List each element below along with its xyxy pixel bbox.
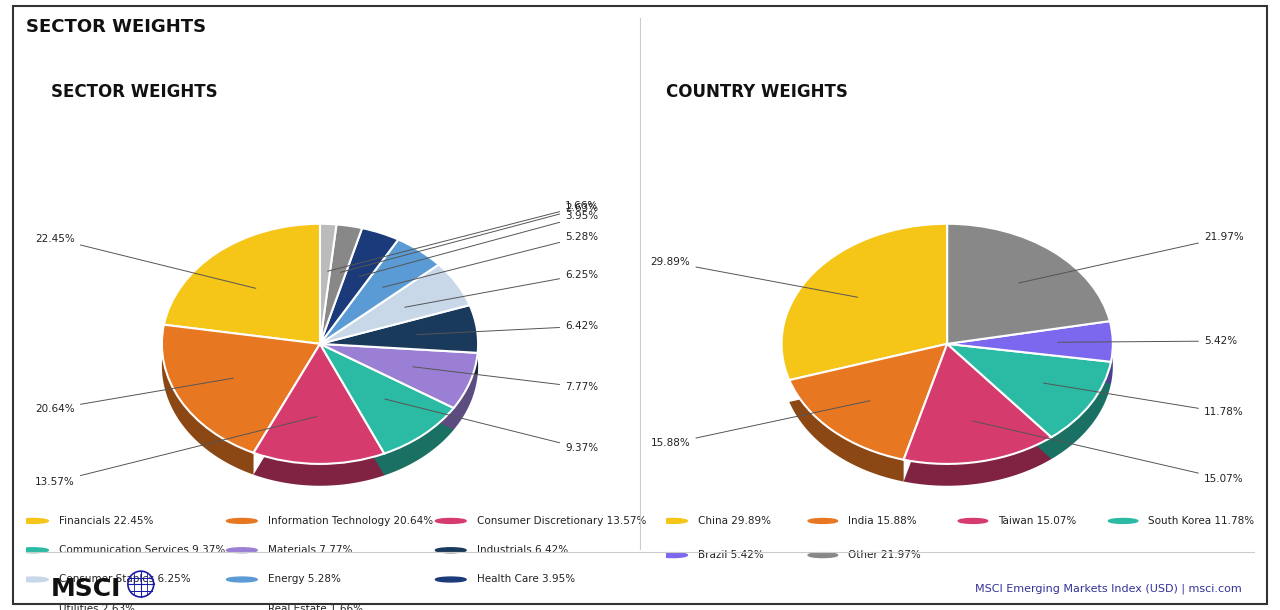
Circle shape [959,518,988,523]
Text: 11.78%: 11.78% [1043,383,1244,417]
Text: 9.37%: 9.37% [385,399,598,453]
Text: China 29.89%: China 29.89% [698,516,771,526]
Text: 22.45%: 22.45% [35,234,256,289]
Text: 5.42%: 5.42% [1057,336,1236,346]
Wedge shape [320,228,398,344]
Polygon shape [904,344,1051,486]
Polygon shape [320,305,479,375]
Text: 1.66%: 1.66% [328,201,598,271]
Polygon shape [161,325,320,475]
Circle shape [18,548,49,553]
Text: 29.89%: 29.89% [650,257,858,297]
Polygon shape [253,344,384,486]
Circle shape [658,553,687,558]
Text: 15.88%: 15.88% [650,401,870,448]
Circle shape [1108,518,1138,523]
Circle shape [18,518,49,523]
Text: Information Technology 20.64%: Information Technology 20.64% [269,516,434,526]
Text: SECTOR WEIGHTS: SECTOR WEIGHTS [26,18,206,36]
Wedge shape [320,265,470,344]
Text: Financials 22.45%: Financials 22.45% [59,516,154,526]
Text: Consumer Discretionary 13.57%: Consumer Discretionary 13.57% [477,516,646,526]
Text: Health Care 3.95%: Health Care 3.95% [477,575,575,584]
Text: Industrials 6.42%: Industrials 6.42% [477,545,568,555]
Text: MSCI: MSCI [51,576,122,601]
Text: SECTOR WEIGHTS: SECTOR WEIGHTS [51,83,218,101]
Wedge shape [947,321,1112,362]
Circle shape [435,548,466,553]
Text: Brazil 5.42%: Brazil 5.42% [698,550,764,560]
Circle shape [227,606,257,610]
Text: India 15.88%: India 15.88% [849,516,916,526]
Polygon shape [320,344,453,475]
Polygon shape [790,344,947,481]
Wedge shape [904,344,1051,464]
Text: 5.28%: 5.28% [383,232,598,287]
Text: Other 21.97%: Other 21.97% [849,550,920,560]
Wedge shape [320,224,337,344]
Wedge shape [320,344,477,408]
Text: Real Estate 1.66%: Real Estate 1.66% [269,604,364,610]
Text: 6.25%: 6.25% [404,270,598,307]
Text: 3.95%: 3.95% [360,211,598,276]
Text: Communication Services 9.37%: Communication Services 9.37% [59,545,225,555]
Text: 13.57%: 13.57% [35,417,316,487]
Wedge shape [253,344,384,464]
Text: Taiwan 15.07%: Taiwan 15.07% [998,516,1076,526]
Polygon shape [947,321,1112,384]
Wedge shape [320,240,439,344]
Circle shape [18,577,49,582]
Text: 6.42%: 6.42% [417,321,598,335]
Circle shape [227,518,257,523]
Circle shape [18,606,49,610]
Wedge shape [320,305,479,353]
Text: 7.77%: 7.77% [413,367,598,392]
Polygon shape [320,344,477,430]
Text: 15.07%: 15.07% [972,421,1244,484]
Circle shape [658,518,687,523]
Text: 21.97%: 21.97% [1019,232,1244,283]
Circle shape [808,553,837,558]
Wedge shape [782,224,947,380]
Wedge shape [790,344,947,460]
Wedge shape [320,224,362,344]
Circle shape [227,577,257,582]
Text: Energy 5.28%: Energy 5.28% [269,575,342,584]
Circle shape [808,518,837,523]
Text: Utilities 2.63%: Utilities 2.63% [59,604,136,610]
Wedge shape [947,344,1111,437]
Text: Materials 7.77%: Materials 7.77% [269,545,353,555]
Text: 2.63%: 2.63% [340,203,598,272]
Text: South Korea 11.78%: South Korea 11.78% [1148,516,1254,526]
Text: 20.64%: 20.64% [36,378,233,414]
Text: COUNTRY WEIGHTS: COUNTRY WEIGHTS [666,83,847,101]
Wedge shape [161,325,320,453]
Circle shape [227,548,257,553]
Wedge shape [320,344,453,454]
Circle shape [435,518,466,523]
Wedge shape [164,224,320,344]
Circle shape [435,577,466,582]
Text: Consumer Staples 6.25%: Consumer Staples 6.25% [59,575,191,584]
Text: MSCI Emerging Markets Index (USD) | msci.com: MSCI Emerging Markets Index (USD) | msci… [975,583,1242,594]
Polygon shape [947,344,1111,459]
Wedge shape [947,224,1110,344]
